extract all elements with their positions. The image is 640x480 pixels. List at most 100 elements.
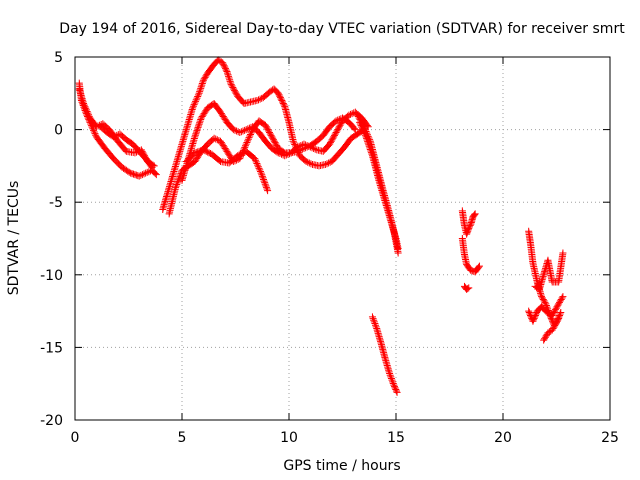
data-point: [189, 102, 197, 110]
data-point: [254, 161, 262, 169]
data-point: [204, 148, 212, 156]
data-point: [556, 310, 564, 318]
data-point: [201, 147, 209, 155]
data-point: [220, 62, 228, 70]
data-point: [278, 150, 286, 158]
data-point: [557, 295, 565, 303]
data-point: [232, 89, 240, 97]
data-point: [294, 143, 302, 151]
data-point: [194, 91, 202, 99]
data-point: [311, 145, 319, 153]
series-arc-7: [182, 146, 272, 195]
data-point: [525, 309, 533, 317]
data-point: [334, 116, 342, 124]
data-point: [364, 139, 372, 147]
data-point: [282, 151, 290, 159]
data-point: [359, 126, 367, 134]
data-point: [551, 307, 559, 315]
data-point: [553, 303, 561, 311]
data-point: [464, 226, 472, 234]
data-point: [321, 160, 329, 168]
data-point: [260, 175, 268, 183]
data-point: [391, 383, 399, 391]
data-point: [191, 133, 199, 141]
data-point: [261, 121, 269, 129]
data-point: [392, 386, 400, 394]
data-point: [556, 297, 564, 305]
data-point: [84, 109, 92, 117]
data-point: [290, 139, 298, 147]
data-point: [554, 314, 562, 322]
data-point: [554, 301, 562, 309]
data-point: [244, 137, 252, 145]
data-point: [242, 140, 250, 148]
data-point: [387, 375, 395, 383]
data-point: [200, 75, 208, 83]
data-point: [475, 262, 483, 270]
data-point: [243, 139, 251, 147]
data-point: [256, 95, 264, 103]
data-point: [189, 104, 197, 112]
data-point: [389, 379, 397, 387]
data-point: [361, 131, 369, 139]
data-point: [541, 298, 549, 306]
data-point: [363, 134, 371, 142]
data-point: [193, 127, 201, 135]
data-point: [270, 137, 278, 145]
data-point: [529, 317, 537, 325]
data-point: [541, 333, 549, 341]
data-point: [191, 99, 199, 107]
data-point: [257, 169, 265, 177]
y-tick-label: -15: [40, 340, 63, 356]
data-point: [530, 316, 538, 324]
data-point: [263, 124, 271, 132]
data-point: [558, 294, 566, 302]
data-point: [253, 159, 261, 167]
data-point: [111, 132, 119, 140]
data-point: [332, 129, 340, 137]
data-point: [256, 166, 264, 174]
data-point: [307, 160, 315, 168]
data-point: [269, 136, 277, 144]
data-point: [226, 77, 234, 85]
data-point: [394, 245, 402, 253]
data-point: [281, 152, 289, 160]
data-point: [251, 155, 259, 163]
data-point: [219, 60, 227, 68]
data-point: [554, 316, 562, 324]
y-tick-label: 5: [54, 50, 63, 66]
data-point: [555, 300, 563, 308]
data-point: [246, 132, 254, 140]
data-point: [235, 151, 243, 159]
data-point: [531, 311, 539, 319]
data-point: [174, 176, 182, 184]
data-point: [229, 83, 237, 91]
data-point: [542, 332, 550, 340]
data-point: [530, 314, 538, 322]
data-point: [471, 210, 479, 218]
data-point: [135, 172, 143, 180]
data-point: [329, 134, 337, 142]
data-point: [125, 168, 133, 176]
data-point: [263, 185, 271, 193]
data-point: [256, 168, 264, 176]
data-point: [258, 172, 266, 180]
data-point: [335, 123, 343, 131]
data-point: [355, 114, 363, 122]
data-point: [559, 293, 567, 301]
data-point: [363, 136, 371, 144]
data-point: [326, 140, 334, 148]
data-point: [337, 120, 345, 128]
data-point: [466, 221, 474, 229]
data-point: [526, 310, 534, 318]
data-point: [196, 119, 204, 127]
data-point: [463, 229, 471, 237]
y-axis-label: SDTVAR / TECUs: [6, 181, 22, 296]
data-point: [538, 293, 546, 301]
data-point: [252, 158, 260, 166]
data-point: [225, 72, 233, 80]
data-point: [147, 162, 155, 170]
data-point: [280, 101, 288, 109]
data-point: [205, 149, 213, 157]
data-point: [255, 164, 263, 172]
